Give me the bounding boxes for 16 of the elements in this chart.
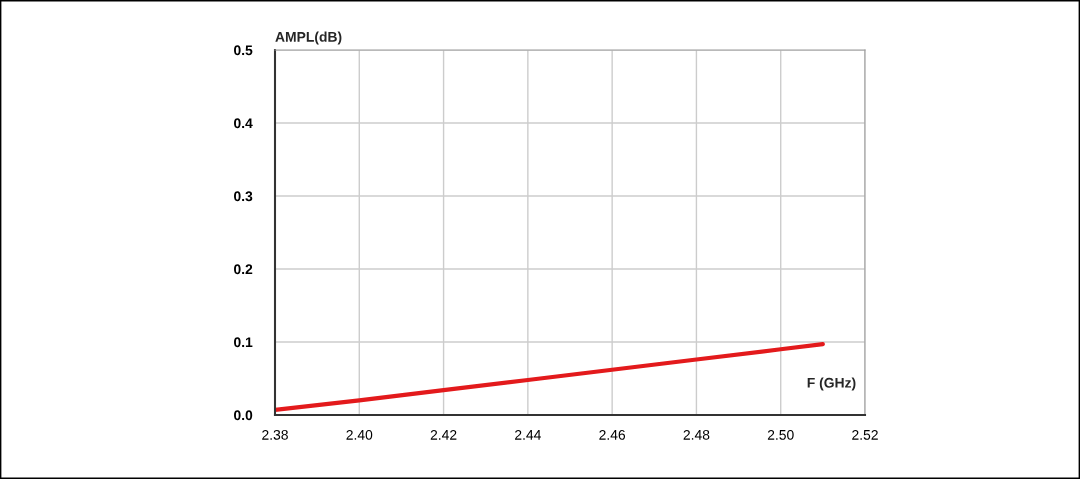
y-tick-label: 0.1 [234,337,253,348]
x-tick-label: 2.38 [262,429,288,440]
x-axis-title: F (GHz) [807,377,856,391]
y-tick-label: 0.4 [234,118,253,129]
y-tick-label: 0.2 [234,264,253,275]
y-tick-label: 0.5 [234,45,253,56]
x-tick-label: 2.44 [515,429,541,440]
x-tick-label: 2.42 [430,429,457,440]
y-tick-label: 0.0 [234,410,253,421]
x-tick-label: 2.48 [683,429,710,440]
y-tick-label: 0.3 [234,191,253,202]
x-tick-label: 2.46 [599,429,626,440]
x-tick-label: 2.52 [852,429,878,440]
y-axis-title: AMPL(dB) [275,31,342,45]
x-tick-label: 2.40 [346,429,373,440]
x-tick-label: 2.50 [767,429,794,440]
